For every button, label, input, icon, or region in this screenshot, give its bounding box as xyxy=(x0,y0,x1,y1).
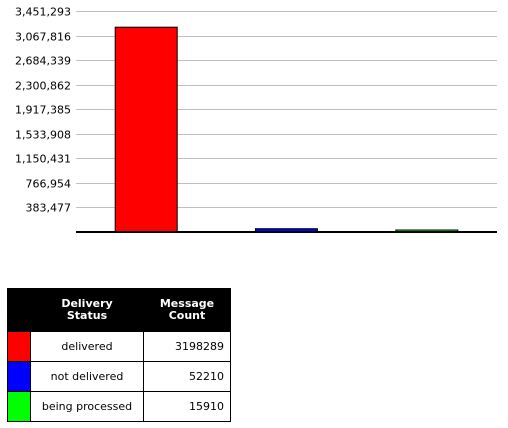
y-tick-label: 3,451,293 xyxy=(15,6,71,19)
legend-swatch-being-processed xyxy=(7,391,31,422)
y-tick-label: 1,150,431 xyxy=(15,153,71,166)
legend-status-being-processed: being processed xyxy=(30,391,144,422)
delivery-status-header-line1: Delivery xyxy=(61,297,113,310)
legend-row-being-processed: being processed 15910 xyxy=(7,391,231,422)
y-tick-label: 2,684,339 xyxy=(15,55,71,68)
legend-row-not-delivered: not delivered 52210 xyxy=(7,361,231,392)
delivery-status-header: Delivery Status xyxy=(30,288,144,332)
bar-delivered xyxy=(114,26,178,233)
bars xyxy=(114,26,459,233)
y-tick-label: 3,067,816 xyxy=(15,31,71,44)
legend-count-delivered: 3198289 xyxy=(143,331,231,362)
y-tick-label: 766,954 xyxy=(26,178,72,191)
y-tick-label: 2,300,862 xyxy=(15,80,71,93)
bar-chart: 3,451,293 3,067,816 2,684,339 2,300,862 1,91… xyxy=(15,6,497,233)
legend-status-delivered: delivered xyxy=(30,331,144,362)
y-tick-label: 1,533,908 xyxy=(15,129,71,142)
y-axis-ticks: 3,451,293 3,067,816 2,684,339 2,300,862 1,91… xyxy=(15,6,71,215)
y-tick-label: 383,477 xyxy=(26,202,72,215)
legend-header-row: Delivery Status Message Count xyxy=(7,288,231,332)
legend-swatch-not-delivered xyxy=(7,361,31,392)
legend-row-delivered: delivered 3198289 xyxy=(7,331,231,362)
message-count-header-line2: Count xyxy=(168,309,206,322)
legend-status-not-delivered: not delivered xyxy=(30,361,144,392)
message-count-header-line1: Message xyxy=(159,297,215,310)
legend-count-being-processed: 15910 xyxy=(143,391,231,422)
message-count-header: Message Count xyxy=(143,288,231,332)
y-tick-label: 1,917,385 xyxy=(15,104,71,117)
legend-swatch-header xyxy=(7,288,31,332)
legend-table: Delivery Status Message Count delivered … xyxy=(7,288,231,422)
legend-swatch-delivered xyxy=(7,331,31,362)
legend-count-not-delivered: 52210 xyxy=(143,361,231,392)
delivery-status-header-line2: Status xyxy=(66,309,108,322)
